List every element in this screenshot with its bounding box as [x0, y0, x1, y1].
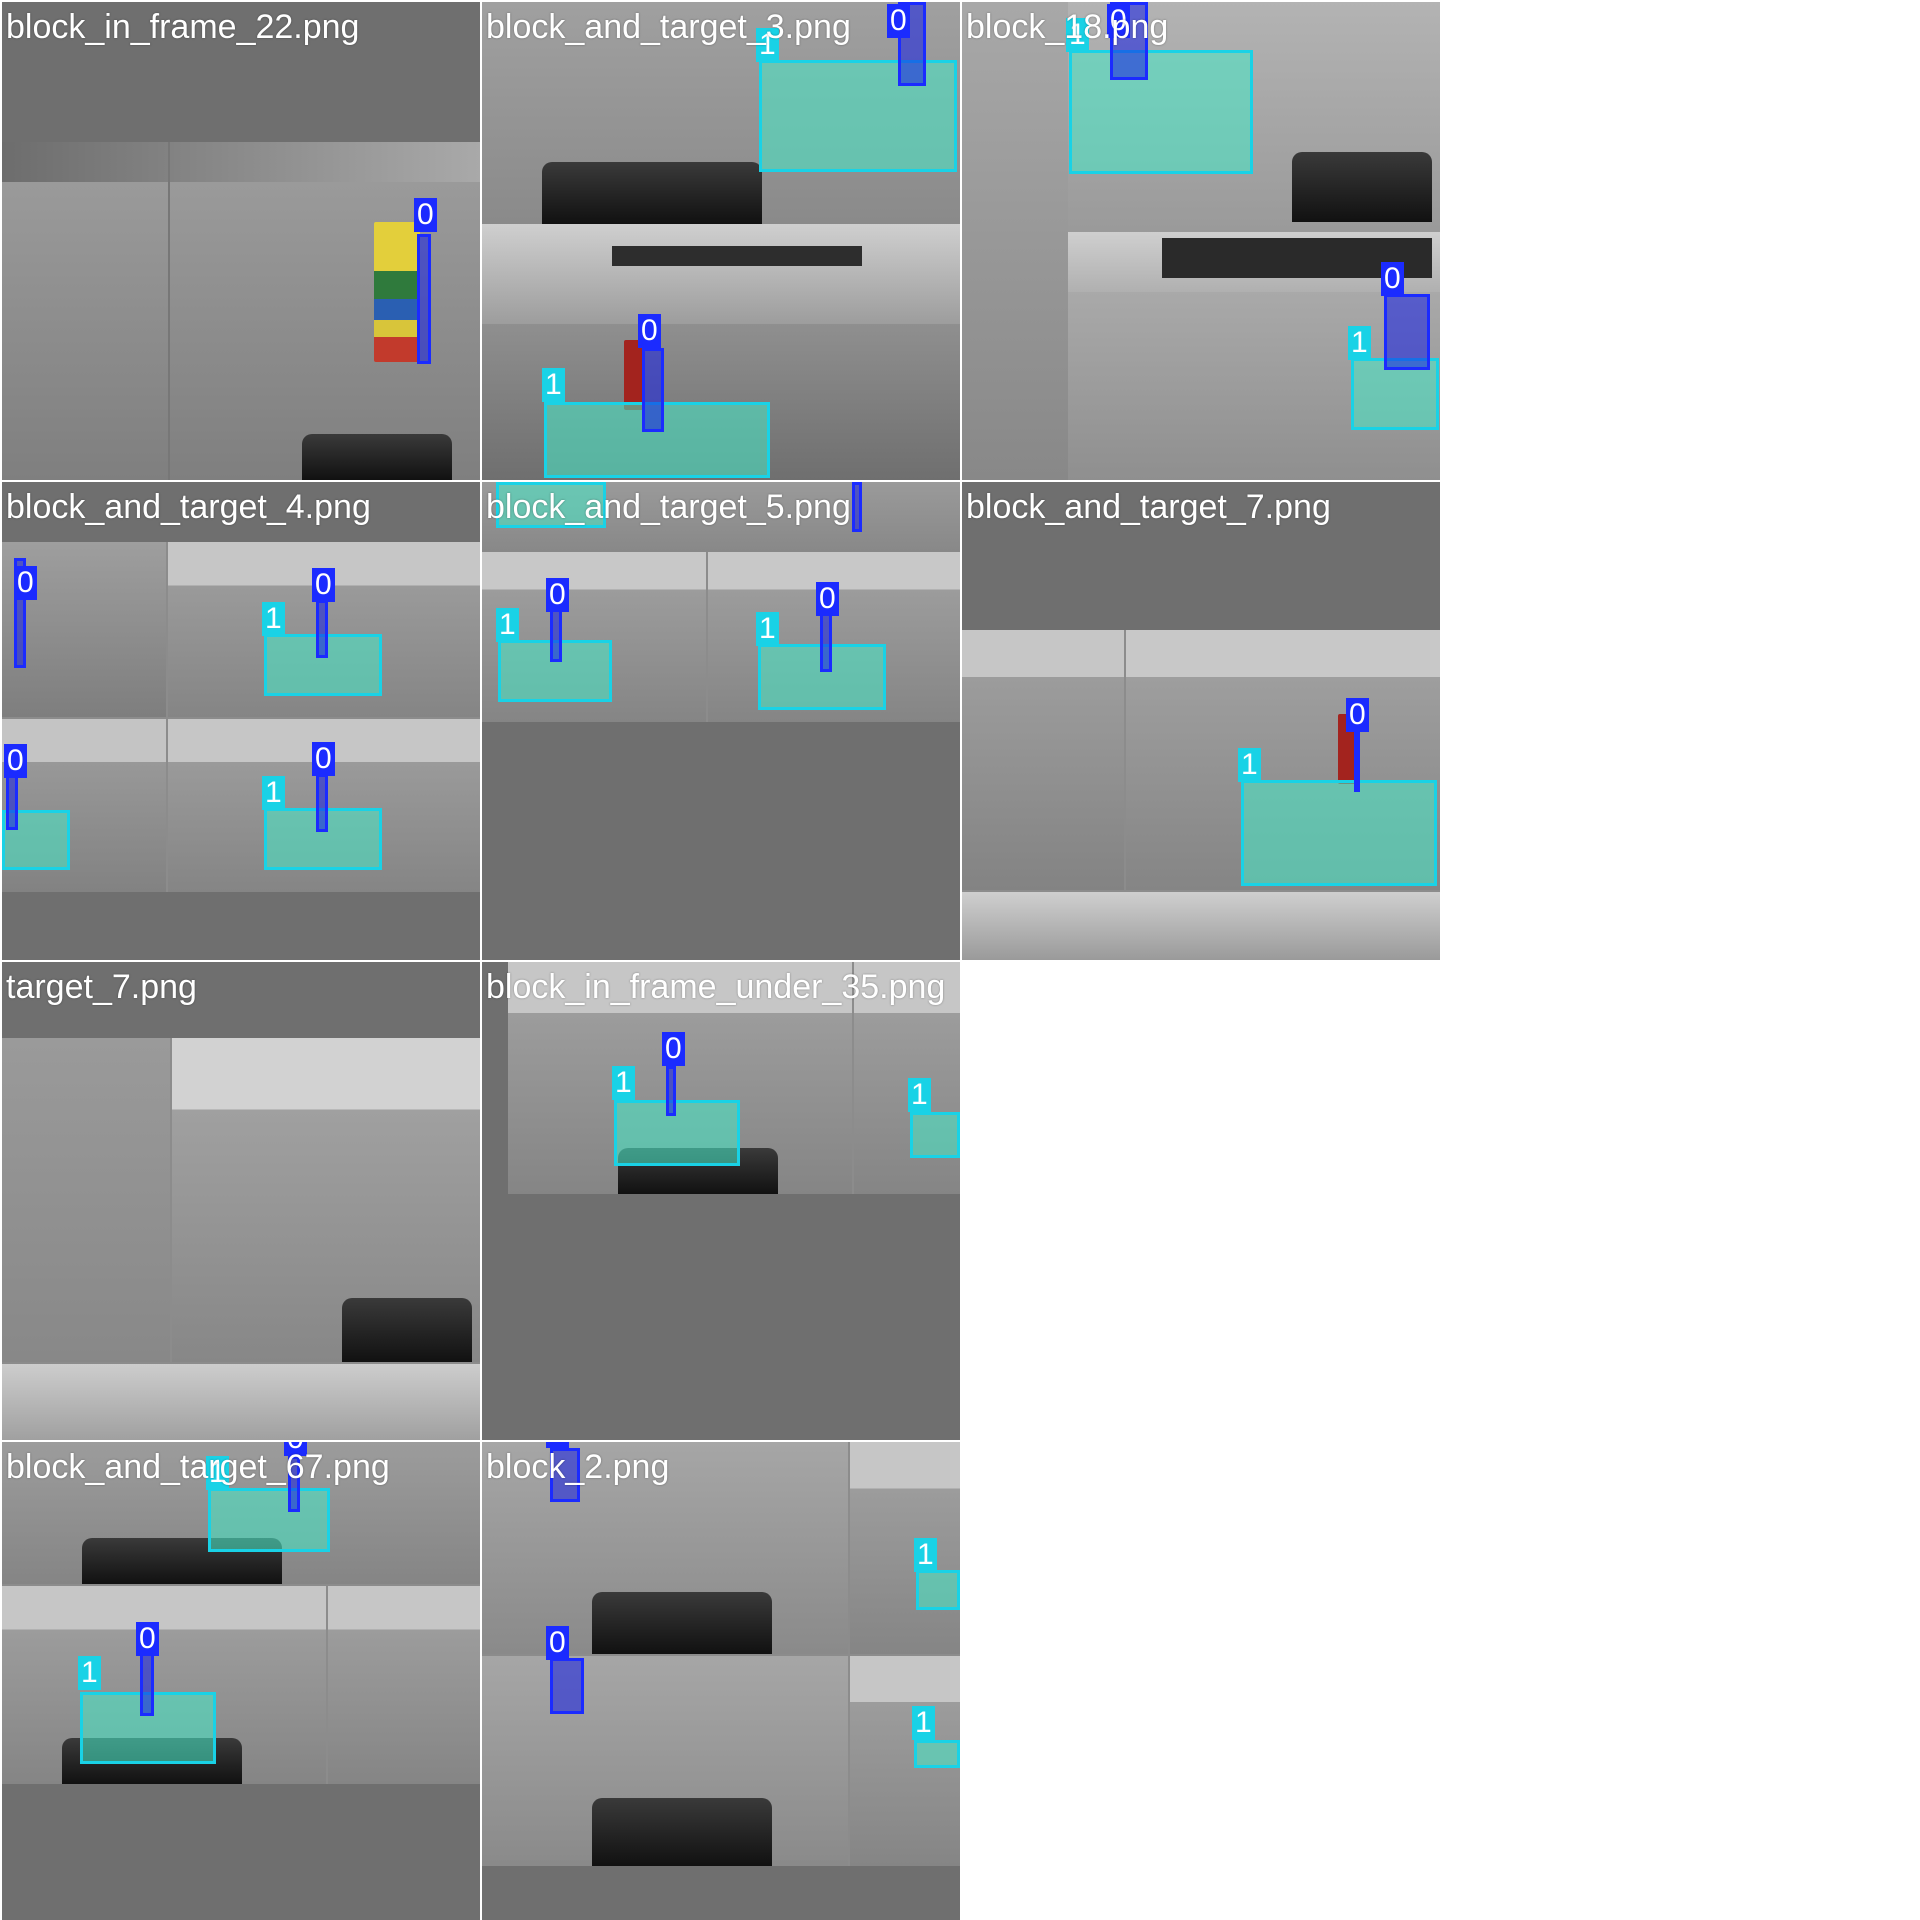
target-class-label: 1 [1348, 326, 1371, 360]
empty-slot [962, 962, 1440, 1440]
mosaic-tile-9: block_and_target_67.png 1 0 1 0 [2, 1442, 480, 1920]
target-detection-box [1069, 50, 1253, 174]
block-detection-box [820, 608, 832, 672]
tile-caption: block_and_target_67.png [6, 1448, 390, 1486]
mosaic-tile-5: block_and_target_5.png 1 0 0 1 0 1 0 [482, 482, 960, 960]
mosaic-tile-3: block_18.png 1 0 1 0 [962, 2, 1440, 480]
block-detection-box [852, 482, 862, 532]
target-detection-box [916, 1570, 960, 1610]
target-detection-box [496, 482, 606, 528]
block-class-label: 0 [546, 1442, 569, 1448]
mosaic-tile-4: block_and_target_4.png 0 1 0 0 1 0 [2, 482, 480, 960]
target-class-label: 1 [612, 1066, 635, 1100]
block-detection-box [550, 1658, 584, 1714]
block-class-label: 0 [546, 1626, 569, 1660]
tile-caption: target_7.png [6, 968, 197, 1006]
target-class-label: 1 [496, 608, 519, 642]
mosaic-tile-10: block_2.png 0 1 0 1 [482, 1442, 960, 1920]
target-class-label: 1 [78, 1656, 101, 1690]
camera-frame [482, 1442, 960, 1866]
target-class-label: 1 [914, 1538, 937, 1572]
target-detection-box [208, 1488, 330, 1552]
block-class-label: 0 [1107, 4, 1130, 38]
block-detection-box [550, 1448, 580, 1502]
tile-caption: block_and_target_3.png [486, 8, 851, 46]
target-class-label: 1 [756, 612, 779, 646]
target-detection-box [614, 1100, 740, 1166]
target-class-label: 1 [542, 368, 565, 402]
block-class-label: 0 [1381, 262, 1404, 296]
target-detection-box [759, 60, 957, 172]
camera-frame [2, 1038, 480, 1440]
target-detection-box [914, 1740, 960, 1768]
tile-caption: block_and_target_7.png [966, 488, 1331, 526]
mosaic-tile-8: block_in_frame_under_35.png 1 0 1 [482, 962, 960, 1440]
block-class-label: 0 [638, 314, 661, 348]
tile-caption: block_2.png [486, 1448, 670, 1486]
block-class-label: 0 [887, 4, 910, 38]
tile-caption: block_and_target_5.png [486, 488, 851, 526]
block-detection-box [316, 600, 328, 658]
target-class-label: 1 [206, 1456, 229, 1490]
block-class-label: 0 [312, 568, 335, 602]
mosaic-tile-7: target_7.png [2, 962, 480, 1440]
block-detection-box [1354, 732, 1360, 792]
block-detection-box [140, 1652, 154, 1716]
target-class-label: 1 [756, 28, 779, 62]
target-class-label: 1 [1066, 18, 1089, 52]
mosaic-tile-2: block_and_target_3.png 1 0 1 0 [482, 2, 960, 480]
camera-frame [2, 142, 480, 480]
target-detection-box [910, 1112, 960, 1158]
target-class-label: 1 [1238, 748, 1261, 782]
block-detection-box [288, 1456, 300, 1512]
block-detection-box [1384, 294, 1430, 370]
block-class-label: 0 [4, 744, 27, 778]
block-class-label: 0 [414, 198, 437, 232]
block-class-label: 0 [816, 582, 839, 616]
tile-caption: block_and_target_4.png [6, 488, 371, 526]
tile-caption: block_in_frame_22.png [6, 8, 360, 46]
block-detection-box [666, 1066, 676, 1116]
camera-frame [2, 542, 480, 892]
target-class-label: 1 [912, 1706, 935, 1740]
block-class-label: 0 [136, 1622, 159, 1656]
target-detection-box [2, 810, 70, 870]
mosaic-tile-6: block_and_target_7.png 1 0 [962, 482, 1440, 960]
tile-caption: block_in_frame_under_35.png [486, 968, 946, 1006]
block-detection-box [642, 348, 664, 432]
tile-caption: block_18.png [966, 8, 1169, 46]
target-class-label: 1 [908, 1078, 931, 1112]
target-class-label: 1 [262, 602, 285, 636]
block-class-label: 0 [546, 578, 569, 612]
block-class-label: 0 [14, 566, 37, 600]
mosaic-tile-1: block_in_frame_22.png 0 [2, 2, 480, 480]
block-detection-box [316, 774, 328, 832]
block-class-label: 0 [662, 1032, 685, 1066]
block-class-label: 0 [312, 742, 335, 776]
target-class-label: 1 [262, 776, 285, 810]
block-class-label: 0 [284, 1442, 307, 1456]
block-detection-box [417, 234, 431, 364]
target-detection-box [1241, 780, 1437, 886]
block-class-label: 0 [1346, 698, 1369, 732]
